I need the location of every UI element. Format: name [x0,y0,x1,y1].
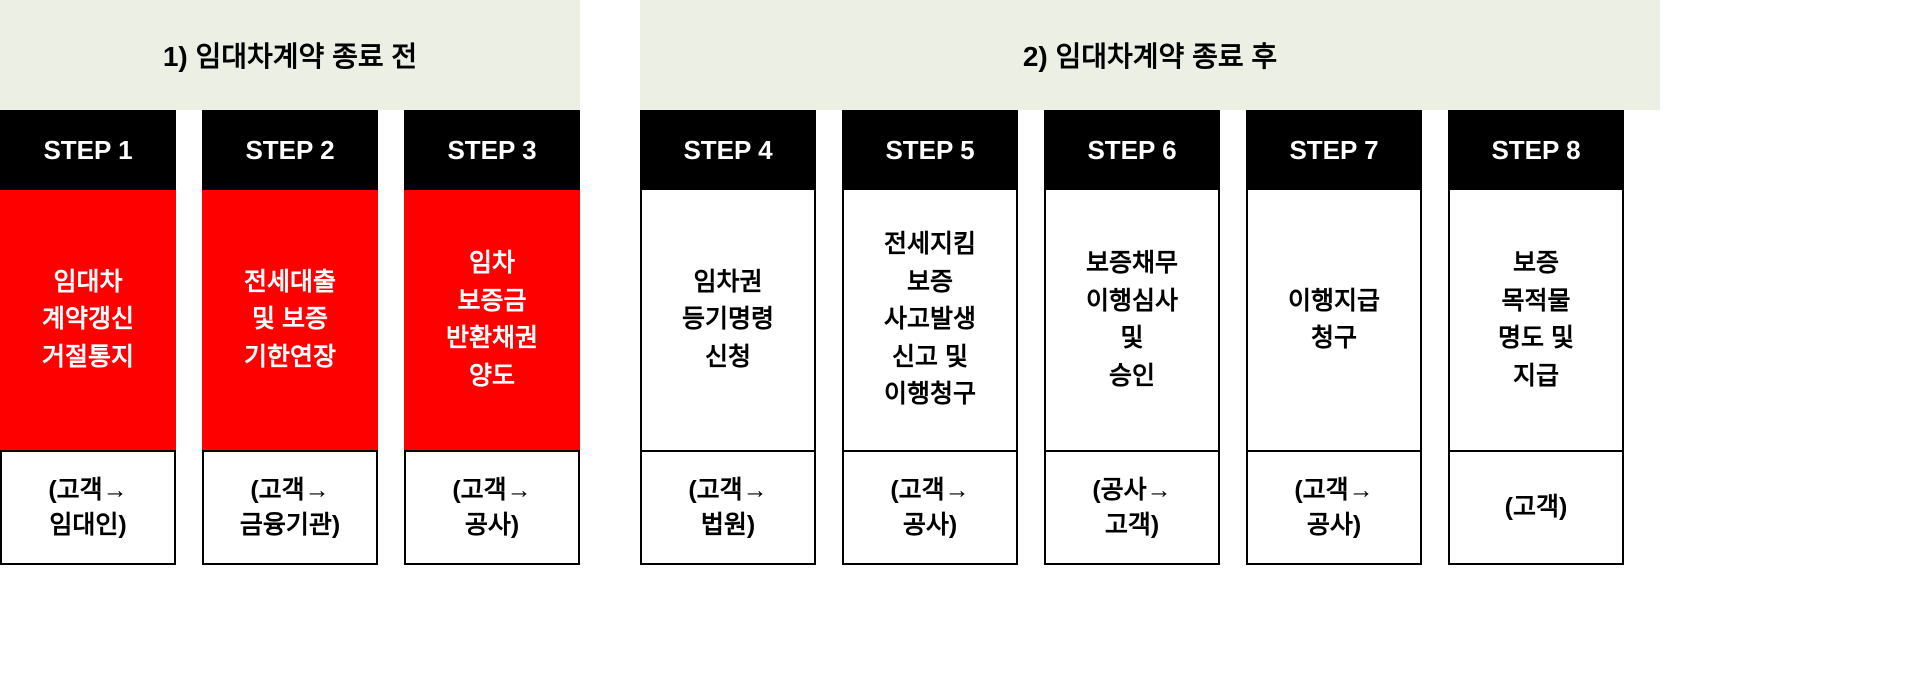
step-3-card: STEP 3 임차 보증금 반환채권 양도 (고객→ 공사) [404,110,580,565]
step-2-footer: (고객→ 금융기관) [202,450,378,565]
step-8-footer: (고객) [1448,450,1624,565]
step-1-card: STEP 1 임대차 계약갱신 거절통지 (고객→ 임대인) [0,110,176,565]
steps-row-1: STEP 1 임대차 계약갱신 거절통지 (고객→ 임대인) STEP 2 전세… [0,110,580,565]
step-4-card: STEP 4 임차권 등기명령 신청 (고객→ 법원) [640,110,816,565]
section-1-title: 1) 임대차계약 종료 전 [0,0,580,110]
step-2-card: STEP 2 전세대출 및 보증 기한연장 (고객→ 금융기관) [202,110,378,565]
step-3-footer: (고객→ 공사) [404,450,580,565]
step-4-body: 임차권 등기명령 신청 [640,190,816,450]
step-7-card: STEP 7 이행지급 청구 (고객→ 공사) [1246,110,1422,565]
step-6-body: 보증채무 이행심사 및 승인 [1044,190,1220,450]
section-before: 1) 임대차계약 종료 전 STEP 1 임대차 계약갱신 거절통지 (고객→ … [0,0,580,565]
step-3-label: STEP 3 [404,110,580,190]
step-1-label: STEP 1 [0,110,176,190]
step-6-footer: (공사→ 고객) [1044,450,1220,565]
step-7-label: STEP 7 [1246,110,1422,190]
step-1-footer: (고객→ 임대인) [0,450,176,565]
step-7-body: 이행지급 청구 [1246,190,1422,450]
step-2-label: STEP 2 [202,110,378,190]
steps-row-2: STEP 4 임차권 등기명령 신청 (고객→ 법원) STEP 5 전세지킴 … [640,110,1660,565]
step-8-body: 보증 목적물 명도 및 지급 [1448,190,1624,450]
diagram-container: 1) 임대차계약 종료 전 STEP 1 임대차 계약갱신 거절통지 (고객→ … [0,0,1909,565]
step-7-footer: (고객→ 공사) [1246,450,1422,565]
step-8-card: STEP 8 보증 목적물 명도 및 지급 (고객) [1448,110,1624,565]
step-1-body: 임대차 계약갱신 거절통지 [0,190,176,450]
section-after: 2) 임대차계약 종료 후 STEP 4 임차권 등기명령 신청 (고객→ 법원… [640,0,1660,565]
step-2-body: 전세대출 및 보증 기한연장 [202,190,378,450]
step-4-label: STEP 4 [640,110,816,190]
step-3-body: 임차 보증금 반환채권 양도 [404,190,580,450]
step-4-footer: (고객→ 법원) [640,450,816,565]
step-5-body: 전세지킴 보증 사고발생 신고 및 이행청구 [842,190,1018,450]
step-5-label: STEP 5 [842,110,1018,190]
step-5-footer: (고객→ 공사) [842,450,1018,565]
step-8-label: STEP 8 [1448,110,1624,190]
step-6-card: STEP 6 보증채무 이행심사 및 승인 (공사→ 고객) [1044,110,1220,565]
step-5-card: STEP 5 전세지킴 보증 사고발생 신고 및 이행청구 (고객→ 공사) [842,110,1018,565]
step-6-label: STEP 6 [1044,110,1220,190]
section-2-title: 2) 임대차계약 종료 후 [640,0,1660,110]
